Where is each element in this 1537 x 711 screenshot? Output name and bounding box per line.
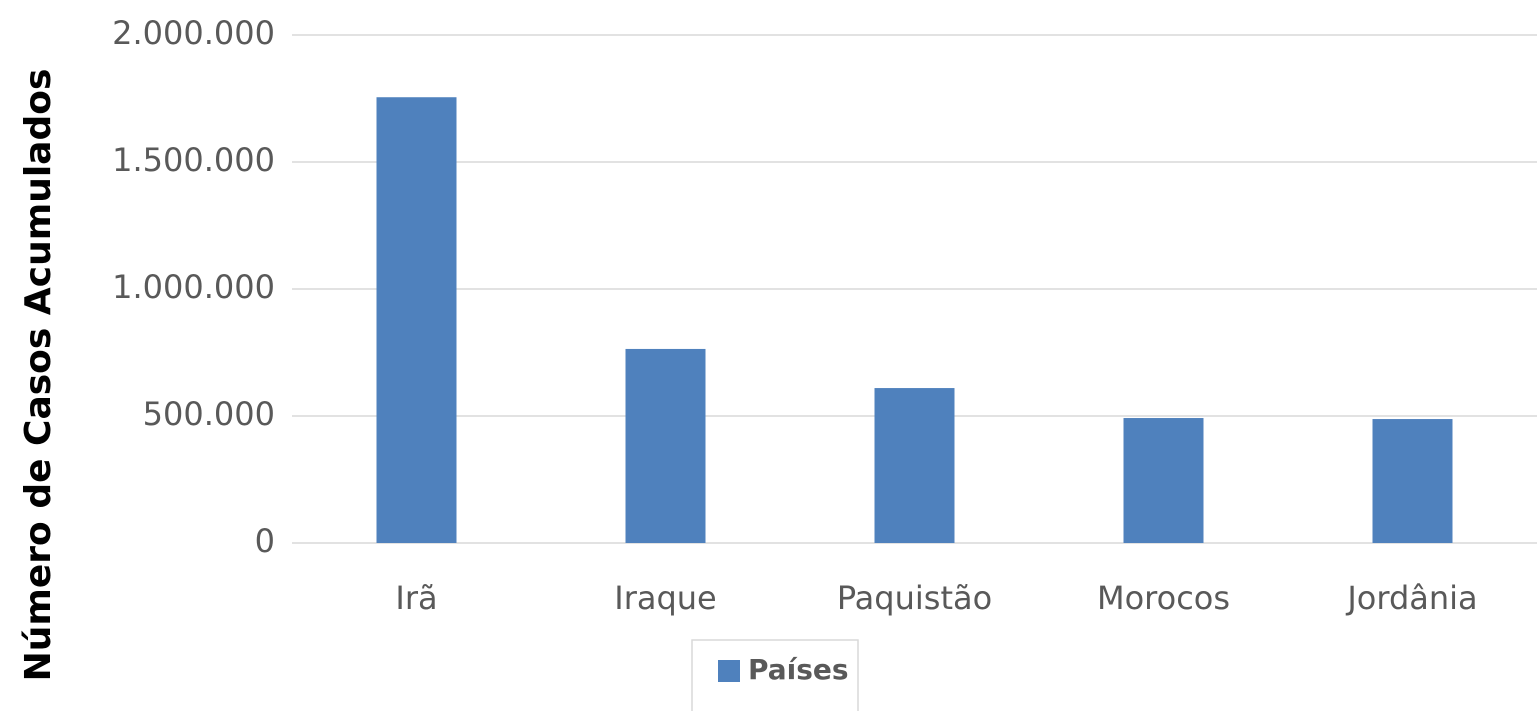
x-tick-label: Morocos [1097, 579, 1230, 617]
bar [874, 388, 955, 543]
y-tick-label: 0 [255, 522, 275, 560]
y-tick-label: 1.500.000 [112, 141, 275, 179]
bar [1123, 418, 1204, 543]
y-axis-title: Número de Casos Acumulados [18, 69, 59, 682]
bar [1372, 419, 1453, 543]
y-tick-label: 1.000.000 [112, 268, 275, 306]
legend-label: Países [748, 653, 849, 686]
x-tick-label: Irã [395, 579, 437, 617]
x-tick-label: Iraque [614, 579, 716, 617]
y-tick-label: 2.000.000 [112, 14, 275, 52]
bar [376, 97, 457, 543]
bar [625, 348, 706, 543]
y-tick-label: 500.000 [143, 395, 275, 433]
x-tick-label: Jordânia [1345, 579, 1477, 617]
legend-swatch [718, 660, 740, 682]
x-tick-label: Paquistão [837, 579, 992, 617]
